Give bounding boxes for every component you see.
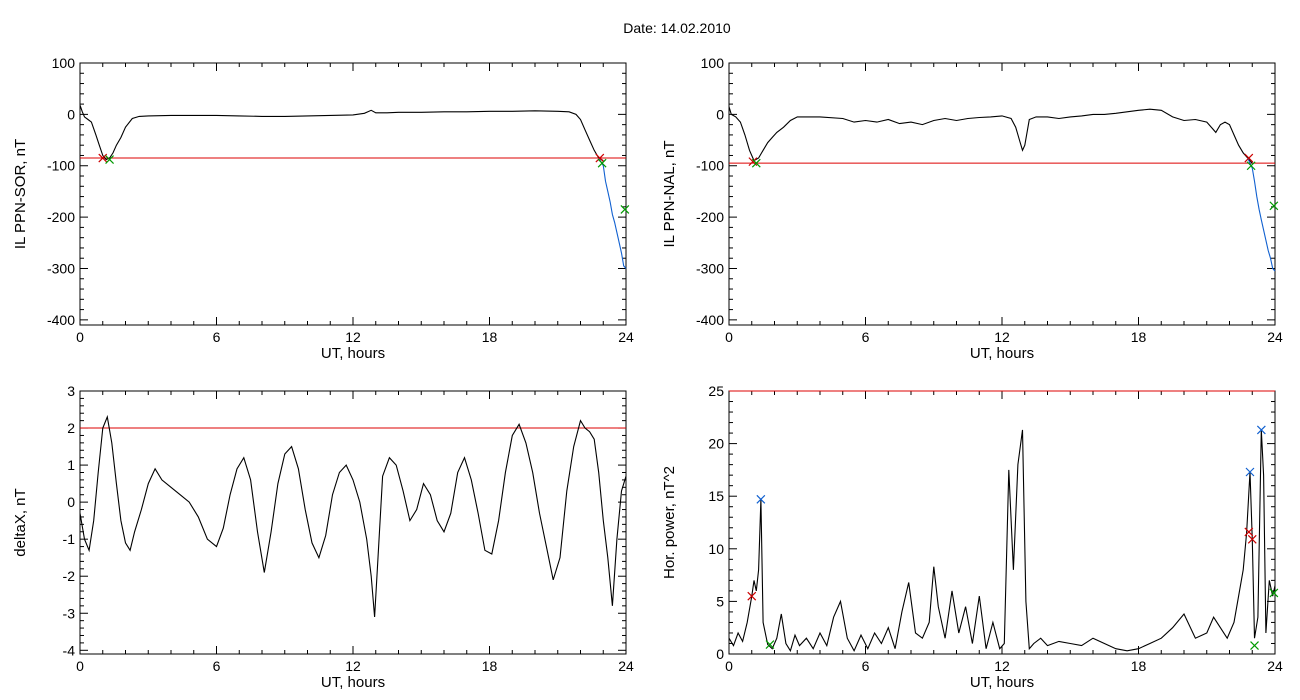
x-tick-label: 0	[725, 658, 733, 674]
series-line	[79, 414, 627, 618]
point-marker	[1250, 641, 1259, 651]
y-tick-label: 3	[67, 383, 75, 399]
y-tick-label: -3	[63, 605, 76, 621]
y-tick-label: -300	[696, 260, 724, 276]
x-axis-label: UT, hours	[321, 345, 385, 362]
chart-top-right: 0 6 12 18 24 -400 -300 -200 -100 0 100 UT, hours IL …	[661, 55, 1283, 362]
x-tick-label: 12	[345, 658, 361, 674]
x-tick-label: 24	[1267, 658, 1283, 674]
y-tick-label: -200	[696, 209, 724, 225]
x-tick-label: 0	[725, 329, 733, 345]
point-marker	[1269, 588, 1279, 598]
x-tick-label: 6	[213, 658, 221, 674]
plot-frame	[79, 390, 627, 655]
series-line	[79, 104, 604, 162]
y-tick-label: -4	[63, 642, 76, 658]
point-marker	[1244, 153, 1254, 163]
plot-frame	[79, 62, 627, 326]
point-marker	[98, 153, 108, 163]
y-tick-label: -100	[696, 158, 724, 174]
point-marker	[751, 158, 761, 168]
point-marker	[1269, 201, 1279, 211]
point-marker	[756, 494, 766, 504]
plot-frame	[728, 62, 1276, 326]
y-axis-label: IL PPN-SOR, nT	[12, 139, 29, 249]
y-tick-label: -400	[47, 312, 75, 328]
series-line	[728, 429, 1276, 653]
point-marker	[1256, 425, 1266, 435]
y-tick-label: 0	[67, 106, 75, 122]
y-tick-label: 100	[52, 55, 76, 71]
y-tick-label: 5	[716, 593, 724, 609]
y-tick-label: -400	[696, 312, 724, 328]
x-tick-label: 0	[76, 658, 84, 674]
y-tick-label: -2	[63, 568, 76, 584]
y-tick-label: -1	[63, 531, 76, 547]
x-tick-label: 18	[482, 658, 498, 674]
x-axis-label: UT, hours	[970, 345, 1034, 362]
point-marker	[765, 640, 775, 649]
y-tick-label: -100	[47, 158, 75, 174]
page-title: Date: 14.02.2010	[623, 20, 731, 36]
chart-top-left: 0 6 12 18 24 -400 -300 -200 -100 0 100 UT, hours IL …	[12, 55, 634, 362]
point-marker	[105, 155, 114, 165]
point-marker	[620, 204, 630, 214]
y-tick-label: -300	[47, 260, 75, 276]
point-marker	[595, 153, 605, 163]
y-tick-label: 1	[67, 457, 75, 473]
y-tick-label: 100	[701, 55, 725, 71]
point-marker	[1246, 161, 1256, 171]
x-tick-label: 18	[1131, 658, 1147, 674]
x-tick-label: 6	[862, 658, 870, 674]
x-tick-label: 6	[862, 329, 870, 345]
y-axis-label: Hor. power, nT^2	[661, 466, 678, 579]
y-tick-label: 0	[716, 646, 724, 662]
x-tick-label: 12	[994, 329, 1010, 345]
x-tick-label: 24	[618, 329, 634, 345]
x-axis-label: UT, hours	[321, 674, 385, 691]
series-line	[1247, 157, 1276, 272]
x-tick-label: 0	[76, 329, 84, 345]
x-tick-label: 18	[1131, 329, 1147, 345]
y-tick-label: 2	[67, 420, 75, 436]
x-axis-label: UT, hours	[970, 674, 1034, 691]
y-axis-label: deltaX, nT	[12, 488, 29, 556]
x-tick-label: 6	[213, 329, 221, 345]
y-tick-label: 0	[716, 106, 724, 122]
y-tick-label: -200	[47, 209, 75, 225]
series-line	[598, 157, 627, 269]
y-axis-label: IL PPN-NAL, nT	[661, 141, 678, 248]
point-marker	[597, 158, 607, 168]
x-tick-label: 24	[618, 658, 634, 674]
point-marker	[1244, 527, 1254, 537]
x-tick-label: 12	[345, 329, 361, 345]
x-tick-label: 18	[482, 329, 498, 345]
x-tick-label: 24	[1267, 329, 1283, 345]
point-marker	[1245, 467, 1255, 477]
plot-frame	[728, 390, 1276, 655]
y-tick-label: 25	[708, 383, 724, 399]
y-tick-label: 15	[708, 488, 724, 504]
y-tick-label: 0	[67, 494, 75, 510]
point-marker	[1247, 534, 1257, 544]
point-marker	[747, 591, 757, 601]
y-tick-label: 10	[708, 541, 724, 557]
x-tick-label: 12	[994, 658, 1010, 674]
y-tick-label: 20	[708, 436, 724, 452]
series-line	[728, 106, 1253, 164]
chart-bottom-right: 0 6 12 18 24 0 5 10 15 20 25 UT, hours Hor. power, n…	[661, 383, 1283, 691]
